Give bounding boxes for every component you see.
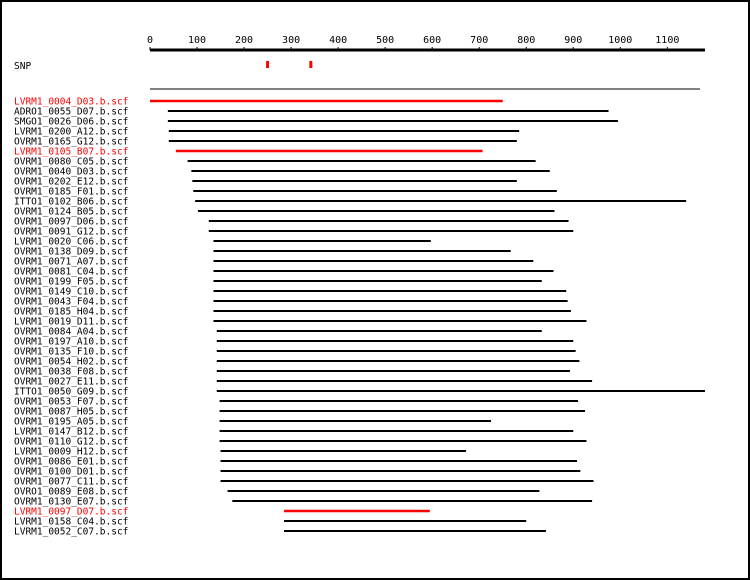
read-name: OVRM1_0040_D03.b.scf <box>14 167 128 178</box>
read-name: OVRM1_0080_C05.b.scf <box>14 157 128 168</box>
read-name: OVRM1_0202_E12.b.scf <box>14 177 128 188</box>
axis-tick-label: 700 <box>470 35 488 46</box>
read-name: OVRM1_0149_C10.b.scf <box>14 287 128 298</box>
axis-tick-label: 100 <box>188 35 206 46</box>
read-name: ADRO1_0055_D07.b.scf <box>14 107 128 118</box>
read-name: OVRM1_0135_F10.b.scf <box>14 347 128 358</box>
read-name: OVRM1_0038_F08.b.scf <box>14 367 128 378</box>
position-axis: 0 100 200 300 400 500 600 700 800 900 1000 1100 <box>147 35 705 52</box>
read-name: ITTO1_0102_B06.b.scf <box>14 197 128 208</box>
read-name: LVRM1_0158_C04.b.scf <box>14 517 128 528</box>
read-name: SMGO1_0026_D06.b.scf <box>14 117 128 128</box>
read-name: LVRM1_0200_A12.b.scf <box>14 127 128 138</box>
axis-tick-label: 0 <box>147 35 153 46</box>
read-name: OVRM1_0086_E01.b.scf <box>14 457 128 468</box>
axis-tick-label: 1100 <box>655 35 679 46</box>
read-name: LVRM1_0097_D07.b.scf <box>14 507 128 518</box>
read-name: OVRM1_0097_D06.b.scf <box>14 217 128 228</box>
read-name: LVRM1_0004_D03.b.scf <box>14 97 128 108</box>
axis-tick-label: 300 <box>282 35 300 46</box>
read-name: LVRM1_0147_B12.b.scf <box>14 427 128 438</box>
read-name: OVRM1_0043_F04.b.scf <box>14 297 128 308</box>
read-name: OVRM1_0195_A05.b.scf <box>14 417 128 428</box>
read-name: LVRM1_0019_D11.b.scf <box>14 317 128 328</box>
read-name: OVRM1_0138_D09.b.scf <box>14 247 128 258</box>
read-name: OVRM1_0185_F01.b.scf <box>14 187 128 198</box>
read-name: OVRM1_0077_C11.b.scf <box>14 477 128 488</box>
read-name: OVRM1_0084_A04.b.scf <box>14 327 128 338</box>
read-name: LVRM1_0020_C06.b.scf <box>14 237 128 248</box>
read-name: OVRM1_0053_F07.b.scf <box>14 397 128 408</box>
snp-marker <box>266 61 270 68</box>
read-name: LVRM1_0105_B07.b.scf <box>14 147 128 158</box>
axis-tick-label: 900 <box>564 35 582 46</box>
read-name: OVRM1_0165_G12.b.scf <box>14 137 128 148</box>
snp-marker <box>309 61 313 68</box>
read-name: OVRM1_0091_G12.b.scf <box>14 227 128 238</box>
read-name: OVRM1_0081_C04.b.scf <box>14 267 128 278</box>
read-list: LVRM1_0004_D03.b.scfADRO1_0055_D07.b.scf… <box>14 97 705 538</box>
axis-tick-label: 1000 <box>608 35 632 46</box>
snp-markers <box>266 61 313 68</box>
read-name: LVRM1_0052_C07.b.scf <box>14 527 128 538</box>
axis-tick-label: 500 <box>376 35 394 46</box>
axis-tick-label: 400 <box>329 35 347 46</box>
read-name: OVRM1_0197_A10.b.scf <box>14 337 128 348</box>
read-name: OVRM1_0071_A07.b.scf <box>14 257 128 268</box>
snp-label: SNP <box>14 61 31 72</box>
read-name: OVRM1_0027_E11.b.scf <box>14 377 128 388</box>
read-name: LVRM1_0009_H12.b.scf <box>14 447 128 458</box>
read-name: OVRM1_0054_H02.b.scf <box>14 357 128 368</box>
read-name: OVRM1_0100_D01.b.scf <box>14 467 128 478</box>
read-name: OVRM1_0130_E07.b.scf <box>14 497 128 508</box>
read-name: OVRM1_0124_B05.b.scf <box>14 207 128 218</box>
axis-tick-label: 600 <box>423 35 441 46</box>
read-name: OVRM1_0185_H04.b.scf <box>14 307 128 318</box>
read-name: OVRM1_0087_H05.b.scf <box>14 407 128 418</box>
read-name: OVRM1_0199_F05.b.scf <box>14 277 128 288</box>
axis-tick-label: 800 <box>517 35 535 46</box>
read-name: ITTO1_0050_G09.b.scf <box>14 387 128 398</box>
axis-tick-label: 200 <box>235 35 253 46</box>
read-name: OVRO1_0089_E08.b.scf <box>14 487 128 498</box>
read-name: OVRM1_0110_G12.b.scf <box>14 437 128 448</box>
